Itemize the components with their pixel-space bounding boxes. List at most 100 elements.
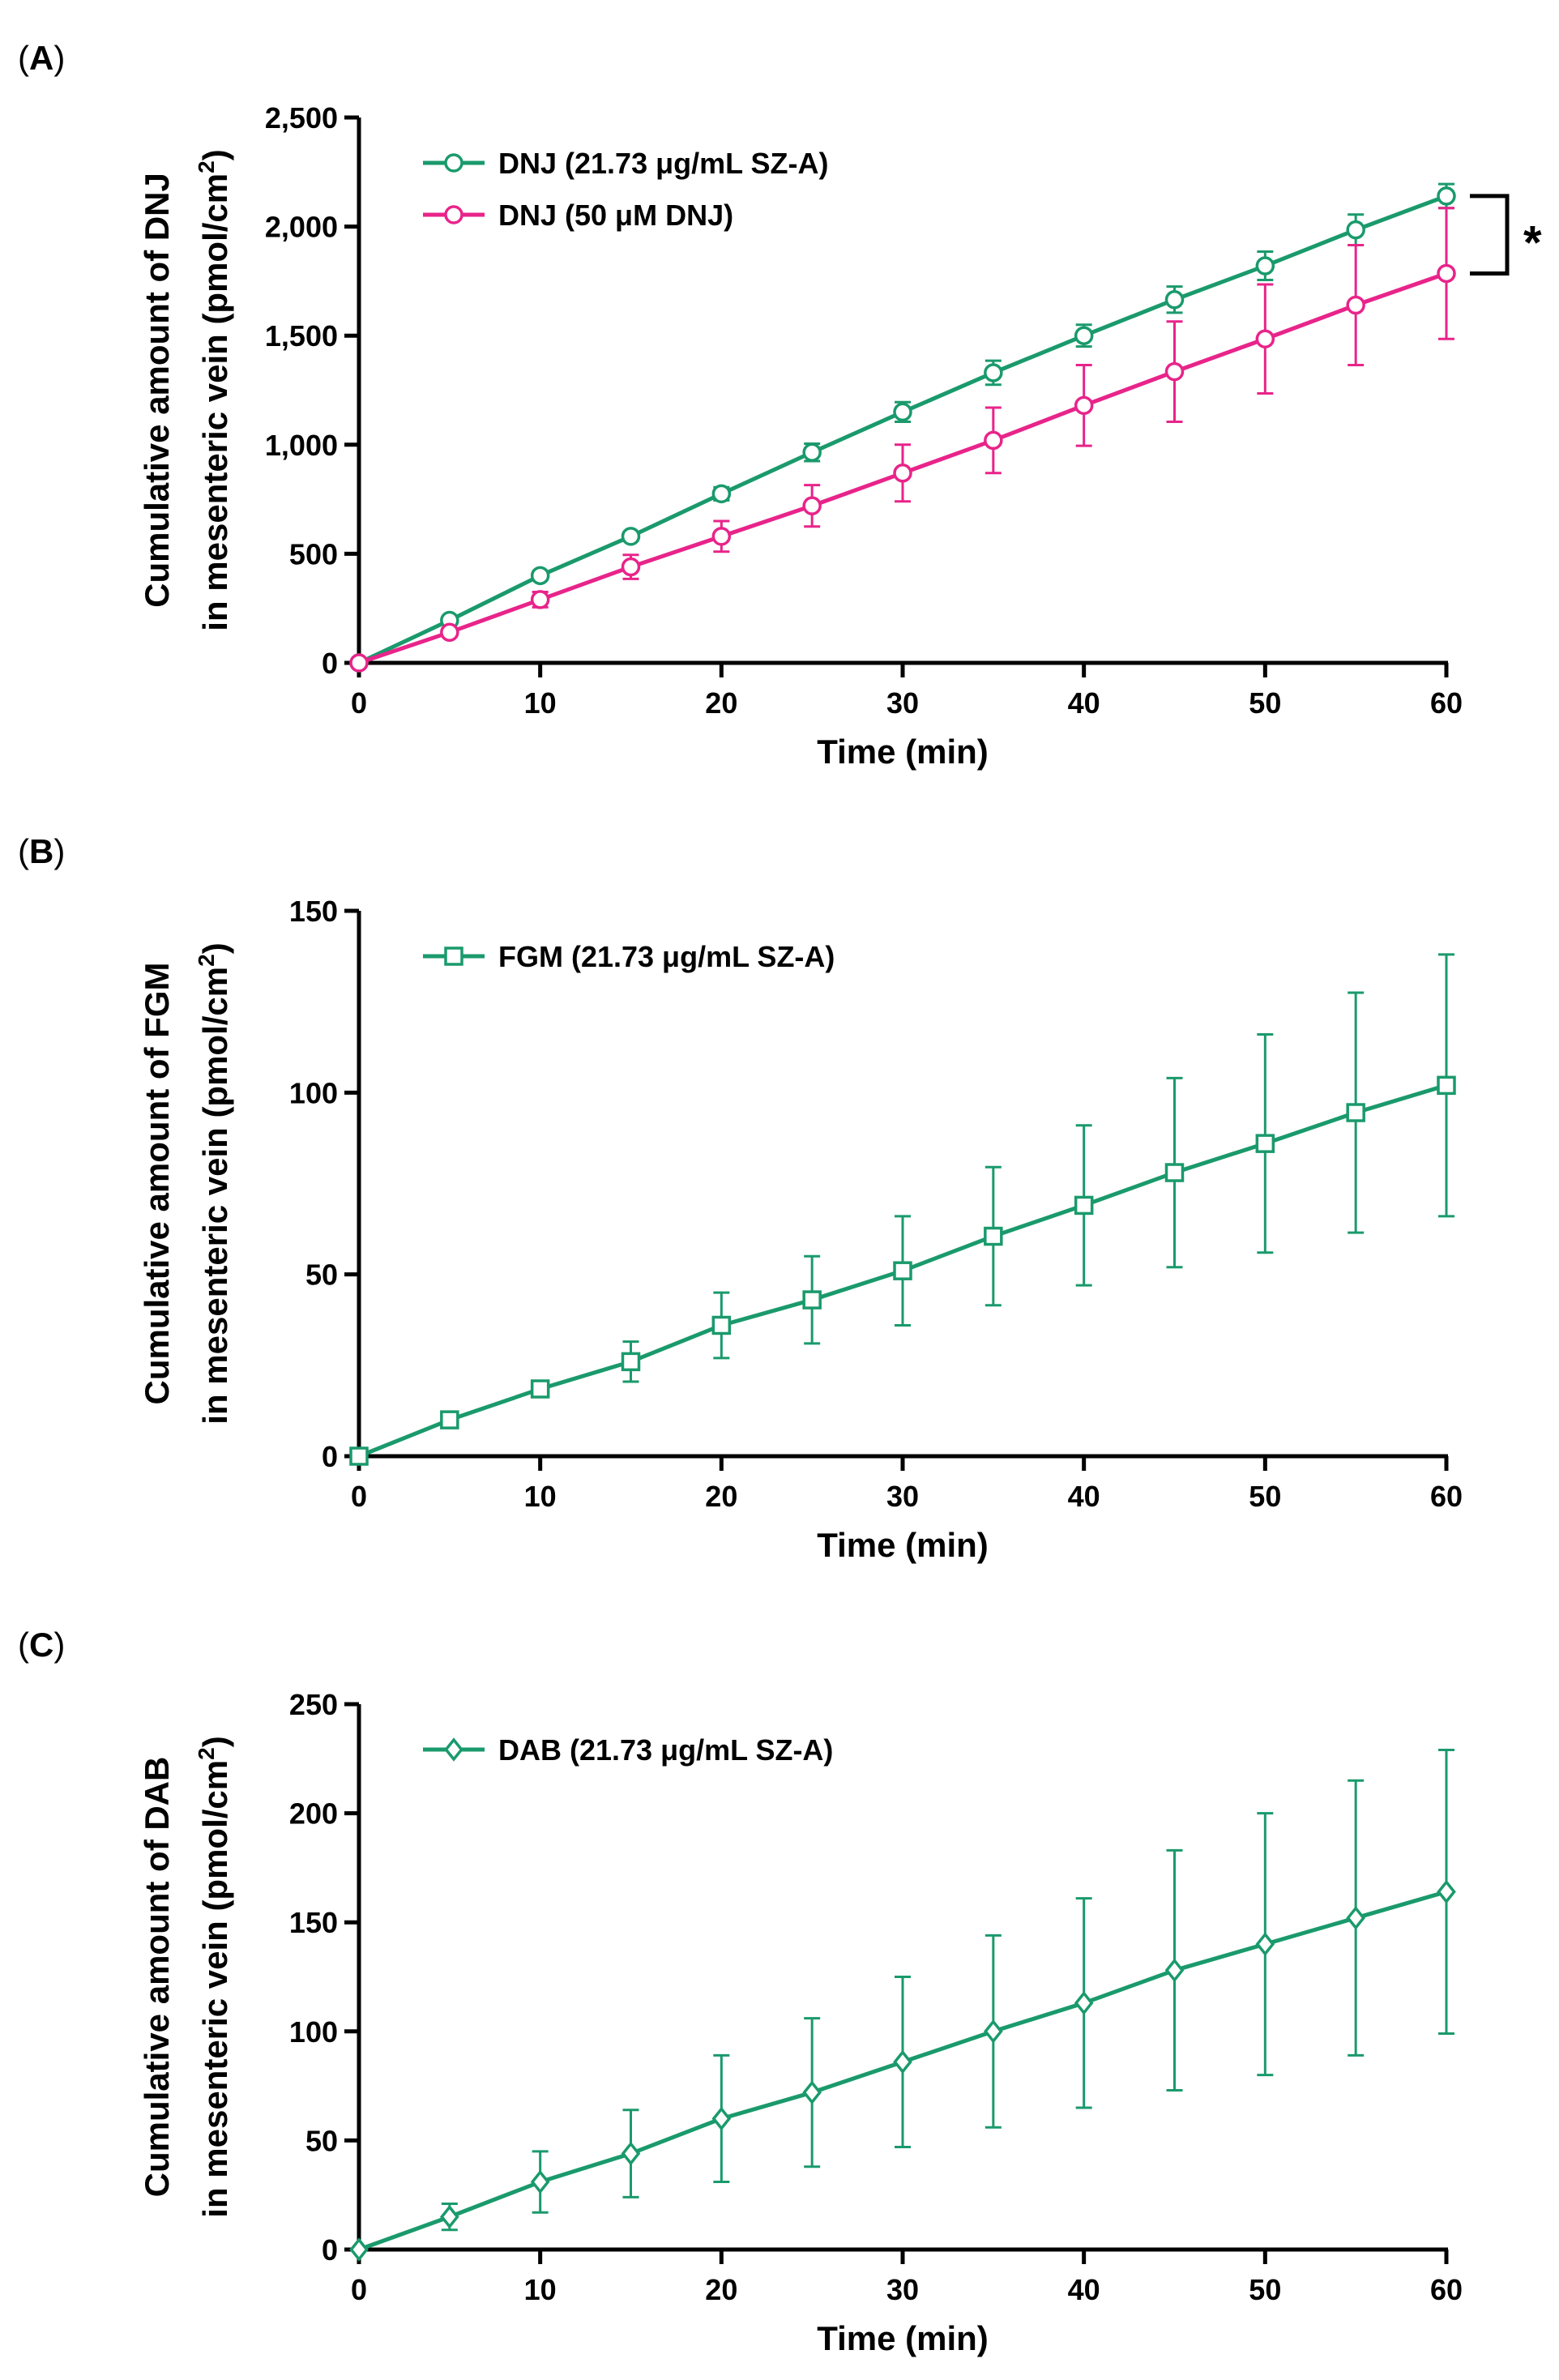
- panel-b-series-1-point: [1346, 1103, 1365, 1122]
- panel-a-y-axis-label-line2: in mesenteric vein (pmol/cm2): [194, 149, 234, 630]
- panel-b-x-tick-label: 0: [351, 1480, 367, 1513]
- panel-c-series-1-point: [1255, 1932, 1275, 1956]
- panel-c-legend-label: DAB (21.73 μg/mL SZ-A): [498, 1733, 833, 1767]
- panel-a-legend-label: DNJ (50 μM DNJ): [498, 199, 733, 232]
- panel-a-series-2-point: [984, 430, 1003, 451]
- panel-c-series-1-point: [621, 2141, 641, 2166]
- panel-b-y-tick-label: 0: [322, 1440, 338, 1473]
- panel-b-x-tick-label: 10: [524, 1480, 557, 1513]
- chart-b: (B) 0 50 100 150 0 10 20 30 40 50 60 Time (min) Cumul…: [18, 832, 1463, 1564]
- panel-a-series-2-point: [440, 622, 459, 643]
- panel-c-series-1-point: [893, 2049, 912, 2074]
- panel-b-series-1-point: [1255, 1134, 1275, 1153]
- panel-c-series-1-point: [349, 2237, 369, 2262]
- panel-a-series-2-point: [1437, 263, 1456, 284]
- panel-a-label: (A): [18, 39, 65, 77]
- panel-a-series-2-point: [711, 527, 732, 546]
- panel-a-y-tick-label: 500: [289, 537, 338, 570]
- panel-b-y-axis-label-line2: in mesenteric vein (pmol/cm2): [194, 942, 234, 1424]
- panel-c-x-tick-label: 0: [351, 2273, 367, 2306]
- panel-c-series-1-point: [983, 2019, 1003, 2044]
- panel-b-y-tick-label: 100: [289, 1076, 338, 1109]
- panel-a-series-2-point: [893, 464, 912, 483]
- panel-a-x-tick-label: 20: [705, 686, 737, 720]
- panel-a-x-axis-label: Time (min): [817, 733, 989, 771]
- panel-c-y-tick-label: 0: [322, 2233, 338, 2267]
- panel-b-series-1: [349, 953, 1456, 1466]
- panel-b-x-tick-label: 40: [1068, 1480, 1100, 1513]
- panel-a-significance-marker: *: [1523, 217, 1542, 270]
- panel-a-y-tick-label: 1,000: [265, 429, 338, 462]
- panel-a-series-1-point: [711, 484, 732, 504]
- panel-a-significance-bracket: [1470, 194, 1510, 276]
- panel-c-label: (C): [18, 1626, 65, 1664]
- panel-a-legend-entry-2: DNJ (50 μM DNJ): [423, 199, 733, 232]
- panel-c-y-tick-label: 250: [289, 1688, 338, 1721]
- panel-a-series-2-point: [1255, 329, 1275, 348]
- panel-a-x-tick-label: 30: [886, 686, 919, 720]
- panel-a-x-tick-label: 50: [1249, 686, 1281, 720]
- panel-a-x-tick-label: 60: [1430, 686, 1463, 720]
- panel-b-legend-entry-1: FGM (21.73 μg/mL SZ-A): [423, 940, 835, 973]
- panel-a: (A) 0 500 1,000 1,500 2,000 2,500 0 10 20 30 40 50 60…: [0, 0, 1559, 793]
- panel-a-y-tick-label: 1,500: [265, 319, 338, 353]
- panel-c-series-1-point: [1437, 1879, 1456, 1904]
- panel-b-legend-marker: [444, 946, 463, 966]
- panel-c-x-tick-label: 60: [1430, 2273, 1463, 2306]
- panel-c-y-tick-label: 200: [289, 1797, 338, 1831]
- panel-c-series-1-point: [802, 2080, 822, 2104]
- panel-c-series-1-point: [1164, 1958, 1185, 1983]
- panel-c-y-axis-label-line2: in mesenteric vein (pmol/cm2): [194, 1736, 234, 2217]
- panel-b-series-1-point: [621, 1352, 641, 1372]
- panel-b-x-tick-label: 30: [886, 1480, 919, 1513]
- panel-b-label: (B): [18, 832, 65, 870]
- panel-b-x-axis-label: Time (min): [817, 1526, 989, 1564]
- panel-a-series-1-point: [802, 442, 822, 462]
- panel-b-series-1-point: [1437, 1075, 1456, 1096]
- panel-b-y-axis-label-line1: Cumulative amount of FGM: [138, 963, 176, 1405]
- panel-c-x-axis-label: Time (min): [817, 2319, 989, 2357]
- panel-a-series-1-point: [621, 527, 641, 546]
- panel-c-y-axis-label-line1: Cumulative amount of DAB: [138, 1757, 176, 2198]
- panel-b-series-1-point: [1074, 1195, 1094, 1216]
- panel-a-series-2-point: [1074, 395, 1094, 416]
- panel-b-series-1-point: [802, 1290, 822, 1310]
- panel-a-series-1-line: [357, 194, 1447, 665]
- panel-a-series-2-point: [802, 496, 822, 515]
- panel-a-x-tick-label: 0: [351, 686, 367, 720]
- panel-a-y-tick-label: 2,000: [265, 211, 338, 244]
- panel-a-x-tick-label: 40: [1068, 686, 1100, 720]
- panel-c: (C) 0 50 100 150 200 250 0 10 20 30 40 50 60 Time (min…: [0, 1587, 1559, 2380]
- panel-a-series-2-point: [1346, 295, 1365, 315]
- panel-a-legend-label: DNJ (21.73 μg/mL SZ-A): [498, 147, 828, 180]
- panel-c-series-1-point: [530, 2169, 550, 2194]
- panel-b-x-tick-label: 60: [1430, 1480, 1463, 1513]
- panel-c-y-tick-label: 100: [289, 2015, 338, 2049]
- panel-b-y-tick-label: 50: [305, 1258, 338, 1292]
- panel-c-x-tick-label: 10: [524, 2273, 557, 2306]
- panel-a-series-2-point: [621, 557, 641, 577]
- panel-a-series-1-point: [1255, 256, 1275, 276]
- panel-b-series-1-point: [893, 1261, 912, 1280]
- panel-c-series-1-point: [439, 2204, 459, 2229]
- panel-a-x-tick-label: 10: [524, 686, 557, 720]
- panel-a-legend-marker: [444, 153, 463, 173]
- panel-b-legend-label: FGM (21.73 μg/mL SZ-A): [498, 940, 835, 973]
- chart-a: (A) 0 500 1,000 1,500 2,000 2,500 0 10 20 30 40 50 60…: [18, 39, 1542, 771]
- panel-c-x-tick-label: 40: [1068, 2273, 1100, 2306]
- panel-a-series-1-point: [530, 566, 550, 586]
- panel-c-x-tick-label: 20: [705, 2273, 737, 2306]
- panel-a-series-1: [349, 182, 1456, 673]
- panel-b-series-1-point: [349, 1446, 369, 1466]
- panel-c-y-tick-label: 50: [305, 2124, 338, 2157]
- panel-b: (B) 0 50 100 150 0 10 20 30 40 50 60 Time (min) Cumul…: [0, 793, 1559, 1587]
- panel-a-series-1-point: [893, 402, 912, 422]
- panel-b-series-1-point: [711, 1315, 732, 1335]
- panel-b-y-tick-label: 150: [289, 895, 338, 928]
- panel-b-series-1-point: [440, 1410, 459, 1429]
- panel-c-legend-entry-1: DAB (21.73 μg/mL SZ-A): [423, 1733, 833, 1767]
- chart-c: (C) 0 50 100 150 200 250 0 10 20 30 40 50 60 Time (min…: [18, 1626, 1463, 2357]
- panel-a-series-1-point: [1437, 186, 1456, 206]
- panel-a-series-1-point: [1164, 290, 1185, 310]
- panel-c-y-tick-label: 150: [289, 1906, 338, 1939]
